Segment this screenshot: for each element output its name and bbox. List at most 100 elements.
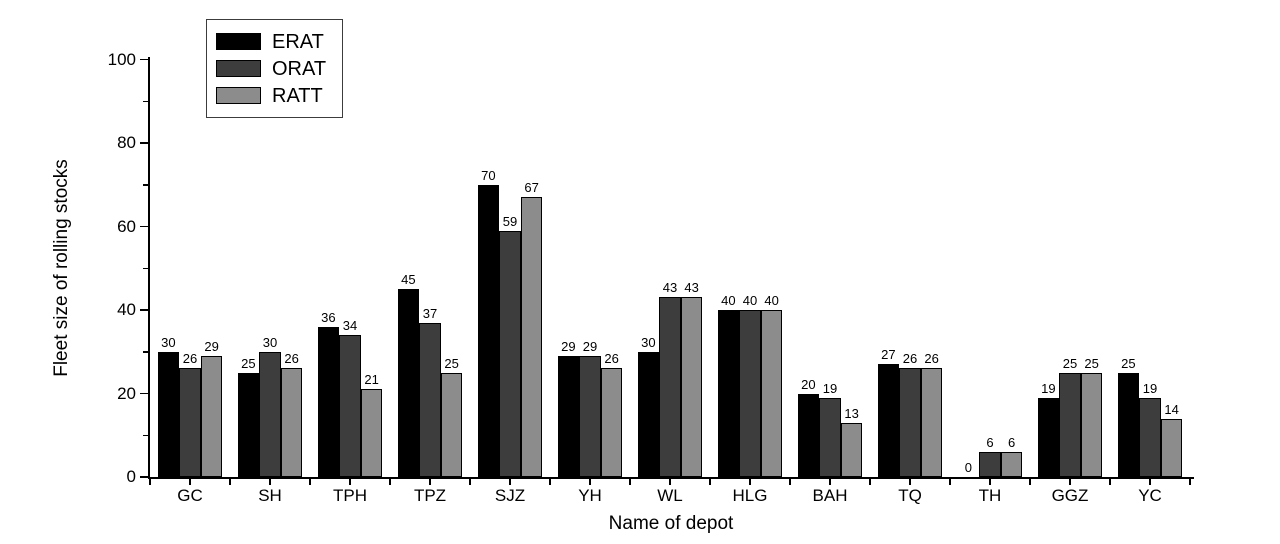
y-axis-minor-tick bbox=[143, 100, 148, 103]
bar-value-label: 43 bbox=[684, 280, 699, 296]
x-axis-boundary-tick bbox=[549, 479, 551, 485]
bar-erat-tpz bbox=[397, 289, 420, 477]
x-axis-line bbox=[148, 477, 1194, 479]
x-axis-boundary-tick bbox=[1189, 479, 1191, 485]
bar-orat-tq bbox=[899, 368, 921, 477]
y-axis-major-tick bbox=[140, 309, 148, 311]
bar-value-label: 19 bbox=[1142, 380, 1158, 396]
bar-value-label: 29 bbox=[561, 338, 576, 354]
bar-value-label: 14 bbox=[1164, 401, 1179, 417]
bar-erat-sjz bbox=[477, 184, 500, 477]
bar-value-label: 6 bbox=[1007, 434, 1016, 450]
bar-ratt-gc bbox=[200, 355, 223, 477]
bar-orat-ggz bbox=[1059, 372, 1081, 477]
x-axis-boundary-tick bbox=[229, 479, 231, 485]
legend-label: ERAT bbox=[272, 30, 324, 53]
x-axis-category-tick bbox=[989, 479, 991, 485]
x-axis-title: Name of depot bbox=[608, 513, 734, 534]
legend-entry-ratt: RATT bbox=[216, 83, 326, 108]
y-axis-major-tick bbox=[140, 142, 148, 144]
bar-ratt-hlg bbox=[760, 310, 783, 477]
bar-erat-tph bbox=[317, 326, 340, 477]
bar-orat-gc bbox=[179, 368, 201, 477]
y-axis-minor-tick bbox=[143, 267, 148, 270]
bar-value-label: 30 bbox=[641, 334, 656, 350]
legend-label: ORAT bbox=[272, 57, 327, 80]
legend-swatch-orat bbox=[216, 60, 261, 77]
bar-value-label: 30 bbox=[262, 334, 278, 350]
y-axis-tick-label: 0 bbox=[126, 467, 136, 486]
bar-value-label: 40 bbox=[742, 293, 758, 308]
bar-value-label: 29 bbox=[204, 338, 219, 354]
bar-orat-tph bbox=[339, 335, 361, 477]
x-axis-boundary-tick bbox=[709, 479, 711, 485]
bar-orat-yc bbox=[1139, 397, 1161, 477]
x-axis-category-tick bbox=[349, 479, 351, 485]
y-axis-line bbox=[148, 57, 150, 479]
bar-ratt-yc bbox=[1160, 418, 1183, 477]
bar-value-label: 19 bbox=[822, 380, 838, 396]
x-axis-boundary-tick bbox=[149, 479, 151, 485]
bar-value-label: 26 bbox=[902, 351, 918, 367]
bar-value-label: 40 bbox=[764, 293, 779, 308]
legend-swatch-ratt bbox=[216, 87, 261, 104]
x-axis-category-label: WL bbox=[657, 486, 683, 505]
bar-erat-hlg bbox=[717, 310, 740, 477]
x-axis-boundary-tick bbox=[1029, 479, 1031, 485]
bar-orat-sjz bbox=[499, 230, 521, 477]
bar-value-label: 26 bbox=[924, 351, 939, 367]
bar-value-label: 37 bbox=[422, 305, 438, 321]
bar-ratt-wl bbox=[680, 297, 703, 477]
y-axis-major-tick bbox=[140, 225, 148, 228]
bar-erat-wl bbox=[637, 351, 660, 477]
y-axis-tick-label: 80 bbox=[117, 133, 136, 152]
y-axis-major-tick bbox=[140, 58, 148, 61]
y-axis-tick-label: 60 bbox=[117, 216, 136, 236]
bar-value-label: 26 bbox=[182, 351, 198, 367]
bar-value-label: 6 bbox=[986, 434, 994, 450]
x-axis-category-tick bbox=[269, 479, 271, 485]
bar-value-label: 25 bbox=[1121, 355, 1136, 371]
bar-erat-ggz bbox=[1037, 397, 1060, 477]
bar-erat-gc bbox=[157, 351, 180, 477]
x-axis-category-tick bbox=[669, 479, 671, 485]
x-axis-category-tick bbox=[429, 479, 431, 485]
x-axis-boundary-tick bbox=[469, 479, 471, 485]
bar-value-label: 67 bbox=[524, 180, 539, 196]
x-axis-category-tick bbox=[589, 479, 591, 485]
bar-value-label: 26 bbox=[284, 351, 299, 367]
x-axis-boundary-tick bbox=[309, 479, 311, 485]
x-axis-category-tick bbox=[509, 479, 511, 485]
bar-ratt-yh bbox=[600, 368, 623, 477]
bar-ratt-sjz bbox=[520, 197, 543, 477]
x-axis-category-label: GGZ bbox=[1051, 486, 1089, 505]
bar-value-label: 21 bbox=[364, 372, 379, 388]
legend-label: RATT bbox=[272, 84, 323, 107]
x-axis-boundary-tick bbox=[789, 479, 791, 485]
y-axis-minor-tick bbox=[143, 351, 148, 353]
bar-erat-yh bbox=[557, 355, 580, 477]
bar-value-label: 0 bbox=[964, 460, 972, 475]
bar-value-label: 26 bbox=[604, 351, 619, 367]
x-axis-category-label: TPZ bbox=[413, 486, 447, 505]
x-axis-category-label: YH bbox=[578, 486, 602, 505]
y-axis-minor-tick bbox=[143, 184, 148, 186]
bar-value-label: 25 bbox=[444, 355, 459, 371]
bar-orat-hlg bbox=[739, 310, 761, 477]
bar-value-label: 70 bbox=[481, 167, 496, 183]
x-axis-category-tick bbox=[909, 479, 911, 485]
bar-value-label: 29 bbox=[582, 338, 598, 354]
x-axis-boundary-tick bbox=[869, 479, 871, 485]
x-axis-category-label: TQ bbox=[898, 486, 922, 505]
bar-value-label: 43 bbox=[662, 280, 678, 296]
legend-entry-orat: ORAT bbox=[216, 56, 326, 81]
bar-orat-bah bbox=[819, 397, 841, 477]
x-axis-category-label: GC bbox=[177, 486, 203, 505]
bar-value-label: 36 bbox=[321, 309, 336, 325]
y-axis-title: Fleet size of rolling stocks bbox=[51, 159, 72, 377]
bar-orat-th bbox=[979, 451, 1001, 477]
bar-value-label: 13 bbox=[844, 405, 859, 421]
x-axis-category-tick bbox=[1069, 479, 1071, 485]
y-axis-tick-label: 20 bbox=[117, 383, 136, 403]
